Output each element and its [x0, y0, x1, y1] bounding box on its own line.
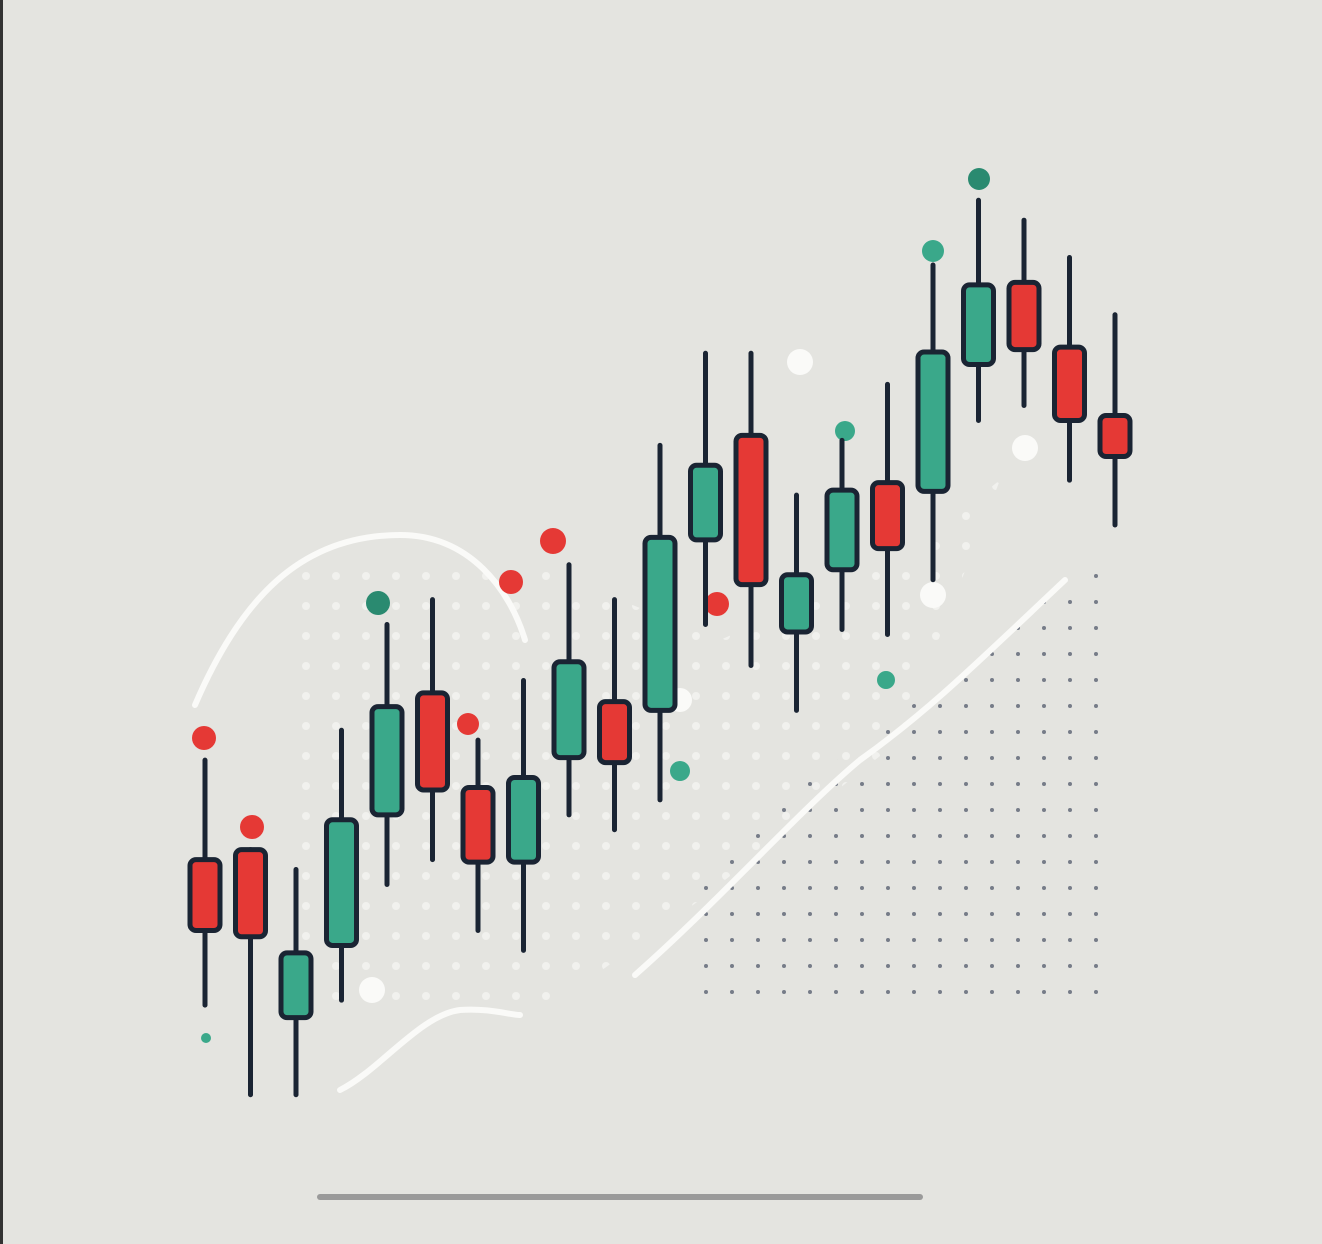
- left-edge: [0, 0, 3, 1244]
- candles: [187, 197, 1133, 1098]
- candle-body: [233, 847, 268, 940]
- candle-body: [324, 817, 359, 948]
- candle-body: [415, 690, 450, 793]
- candle-body: [278, 950, 314, 1021]
- candle-body: [1097, 412, 1133, 460]
- dot: [787, 349, 813, 375]
- curve: [632, 577, 1068, 978]
- dot: [835, 421, 855, 441]
- candle-body: [779, 572, 814, 635]
- dot: [705, 592, 729, 616]
- white-dots: [280, 480, 1000, 1000]
- dot: [366, 591, 390, 615]
- dot: [920, 582, 946, 608]
- candle-body: [1052, 344, 1087, 423]
- dot: [968, 168, 990, 190]
- candle-body: [597, 699, 632, 766]
- dot: [192, 726, 216, 750]
- candle-body: [369, 704, 405, 818]
- dot: [922, 240, 944, 262]
- candle-body: [551, 659, 587, 761]
- candle-body: [1006, 279, 1042, 353]
- candle-body: [915, 349, 951, 494]
- curve: [337, 1006, 523, 1093]
- candle-body: [870, 480, 905, 552]
- candle-body: [824, 487, 860, 573]
- candle-body: [506, 775, 541, 865]
- candle-body: [688, 462, 723, 543]
- dot: [877, 671, 895, 689]
- dot: [670, 761, 690, 781]
- candle-body: [733, 432, 769, 588]
- dot-grid: [700, 540, 1120, 1000]
- dot: [457, 713, 479, 735]
- dot: [1012, 435, 1038, 461]
- dot: [240, 815, 264, 839]
- deco-dots: [192, 168, 1038, 1043]
- candle-body: [187, 857, 223, 934]
- curve: [192, 531, 528, 708]
- dot: [201, 1033, 211, 1043]
- dot: [499, 570, 523, 594]
- dot: [540, 528, 566, 554]
- candle-body: [642, 534, 678, 713]
- candle-body: [961, 282, 996, 367]
- candle-body: [460, 784, 496, 865]
- dot: [359, 977, 385, 1003]
